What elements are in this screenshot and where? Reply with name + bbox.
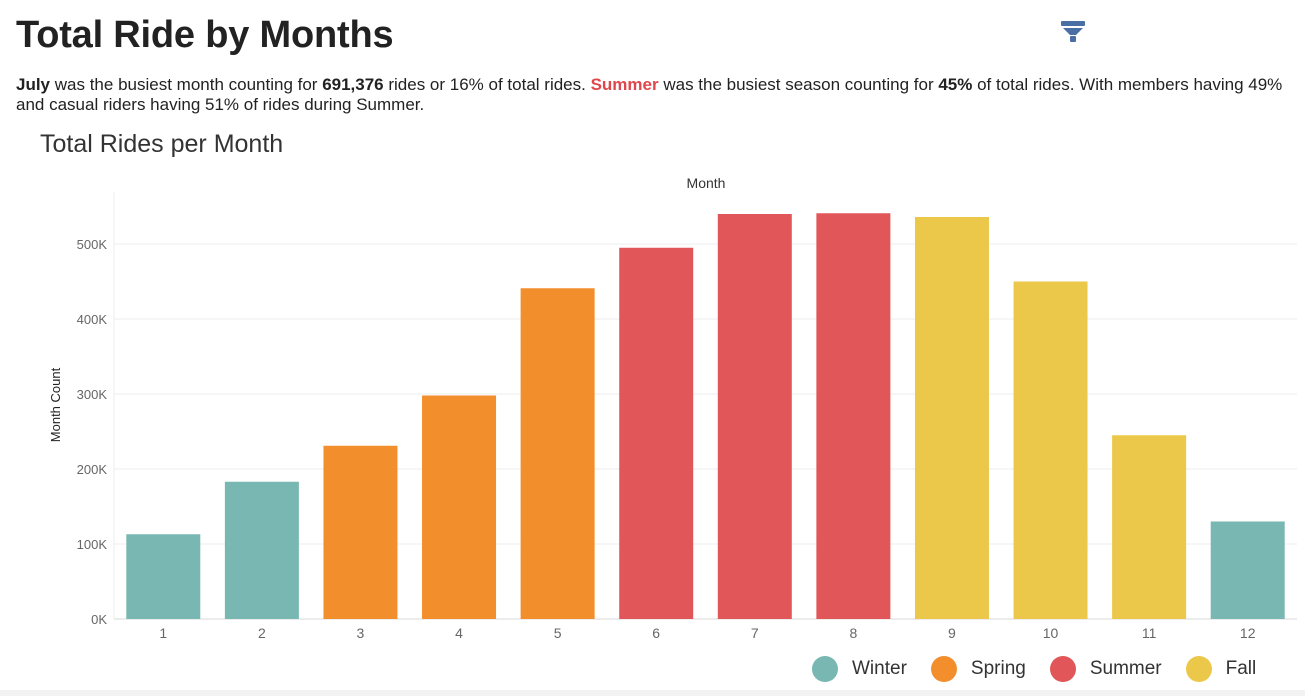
summary-part: of total rides. With members having 49% … [16, 75, 1283, 114]
y-tick-label: 100K [77, 537, 108, 552]
legend-item-fall[interactable]: Fall [1185, 656, 1257, 682]
x-tick-label: 11 [1142, 625, 1157, 641]
y-tick-label: 0K [91, 612, 107, 627]
x-tick-label: 6 [652, 625, 660, 641]
summary-part: was the busiest month counting for [50, 75, 323, 94]
filter-icon[interactable] [1060, 20, 1086, 44]
y-tick-label: 200K [77, 462, 108, 477]
busiest-month: July [16, 75, 51, 94]
bar-month-12 [1210, 521, 1285, 619]
bar-month-3 [323, 445, 398, 619]
x-tick-label: 7 [751, 625, 759, 641]
legend-item-summer[interactable]: Summer [1049, 656, 1162, 682]
x-tick-label: 5 [554, 625, 562, 641]
bottom-strip [0, 690, 1305, 696]
legend-label: Summer [1089, 658, 1162, 679]
x-tick-label: 9 [948, 625, 956, 641]
busiest-season: Summer [590, 75, 659, 94]
y-tick-label: 300K [77, 387, 108, 402]
y-axis-title: Month Count [48, 367, 63, 442]
x-tick-label: 12 [1240, 625, 1256, 641]
busiest-month-count: 691,376 [322, 75, 384, 94]
legend-swatch [812, 656, 838, 682]
legend-item-winter[interactable]: Winter [812, 656, 907, 682]
bar-month-10 [1013, 281, 1088, 619]
busiest-season-share: 45% [938, 75, 973, 94]
legend-swatch [1185, 656, 1212, 682]
bar-month-4 [422, 395, 497, 619]
legend-label: Fall [1225, 658, 1257, 679]
summary-part: rides or 16% of total rides. [383, 75, 591, 94]
summary-part: was the busiest season counting for [658, 75, 939, 94]
bar-month-2 [224, 481, 299, 619]
y-tick-label: 500K [77, 237, 108, 252]
summary-text: July was the busiest month counting for … [16, 75, 1286, 115]
x-tick-label: 4 [455, 625, 463, 641]
x-tick-label: 2 [258, 625, 266, 641]
x-tick-label: 8 [849, 625, 857, 641]
x-tick-label: 1 [159, 625, 167, 641]
legend-label: Spring [970, 658, 1026, 679]
bar-month-6 [619, 247, 694, 619]
legend-swatch [930, 656, 957, 682]
bar-month-5 [520, 288, 595, 619]
bar-month-8 [816, 213, 891, 619]
legend: Winter Spring Summer Fall [812, 652, 1256, 686]
x-axis-title: Month [687, 175, 726, 191]
page-title: Total Ride by Months [16, 14, 394, 56]
x-tick-label: 10 [1043, 625, 1059, 641]
legend-swatch [1049, 656, 1076, 682]
bar-month-7 [717, 214, 792, 619]
chart-title: Total Rides per Month [40, 130, 284, 158]
bar-month-11 [1112, 435, 1187, 619]
legend-label: Winter [852, 658, 907, 679]
x-tick-label: 3 [357, 625, 365, 641]
y-tick-label: 400K [77, 312, 108, 327]
legend-item-spring[interactable]: Spring [930, 656, 1026, 682]
bar-month-9 [914, 217, 989, 619]
bar-month-1 [126, 534, 201, 619]
